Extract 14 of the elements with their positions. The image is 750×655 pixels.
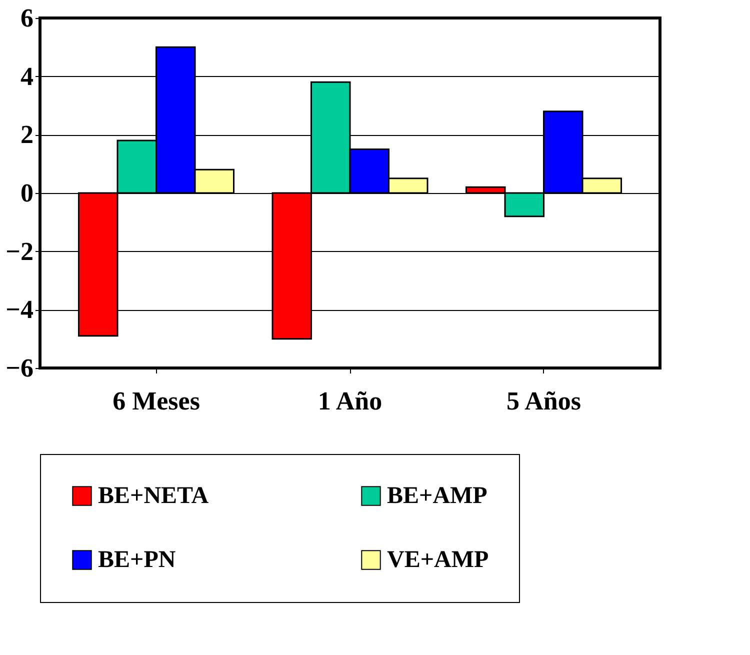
legend-label: BE+NETA bbox=[98, 483, 210, 509]
y-tick-label: 0 bbox=[20, 178, 34, 208]
y-tick-label: −2 bbox=[6, 236, 34, 266]
x-tick-label: 1 Año bbox=[318, 386, 382, 416]
legend-label: BE+PN bbox=[98, 547, 176, 573]
x-tick-label: 5 Años bbox=[506, 386, 581, 416]
x-tick-label: 6 Meses bbox=[112, 386, 200, 416]
y-tick-label: −4 bbox=[6, 295, 34, 324]
y-tick-label: 4 bbox=[20, 62, 34, 91]
y-tick-label: 6 bbox=[20, 4, 34, 32]
y-tick-label: −6 bbox=[6, 354, 34, 382]
y-tick-label: 2 bbox=[20, 120, 34, 150]
legend-label: BE+AMP bbox=[387, 483, 488, 509]
legend-label: VE+AMP bbox=[387, 547, 489, 573]
